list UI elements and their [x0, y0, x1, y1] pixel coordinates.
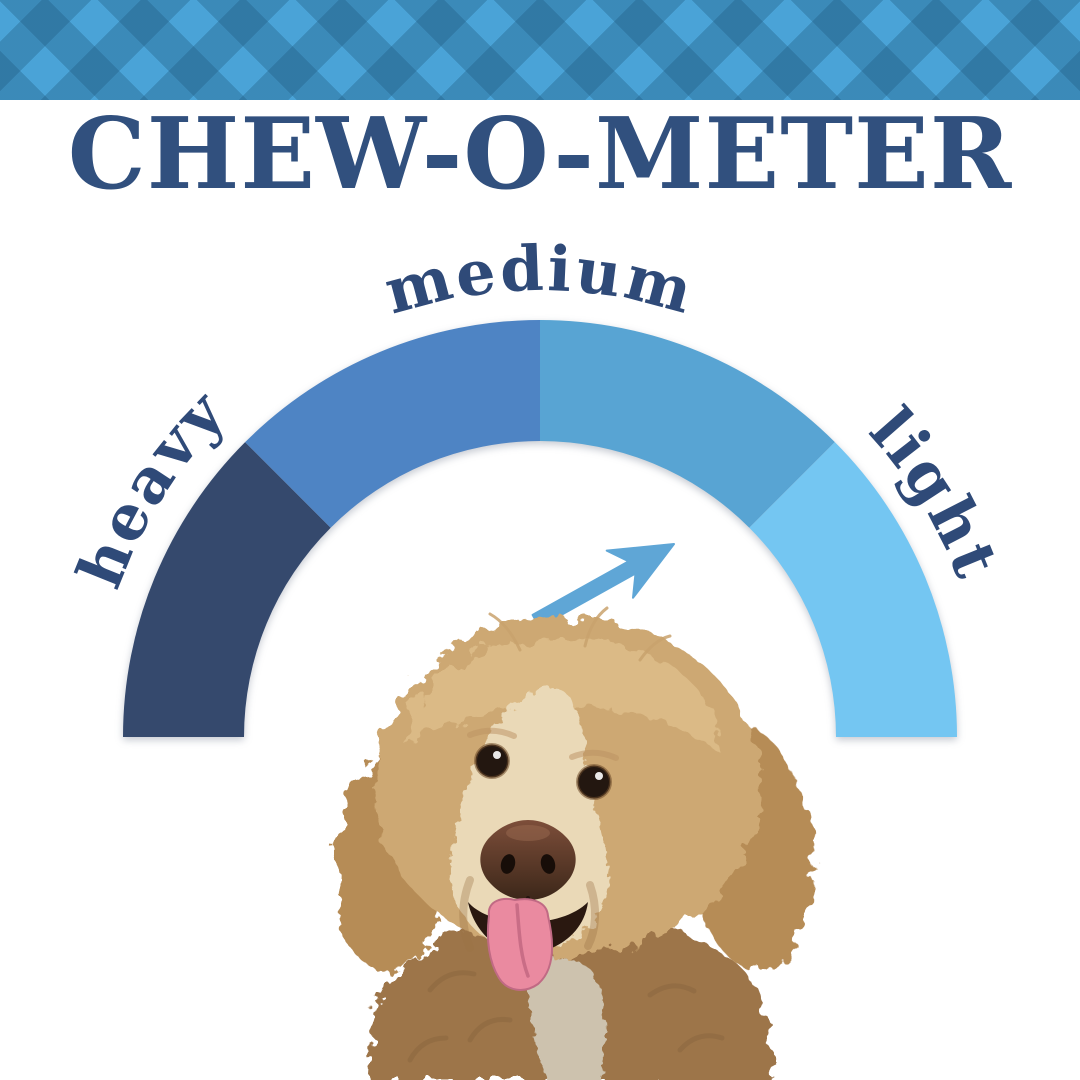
dog-chest-patch: [527, 958, 606, 1080]
gauge-segments: [123, 320, 957, 737]
dog-head-wisps: [488, 606, 672, 662]
gauge-segment-3: [749, 442, 957, 737]
dog-brows: [467, 727, 619, 761]
dog-tongue: [486, 897, 554, 991]
gauge-segment-1: [245, 320, 540, 528]
gauge-segment-2: [540, 320, 835, 528]
dog-body-fur-texture: [407, 970, 725, 1063]
page-title: CHEW-O-METER: [67, 96, 1013, 212]
gauge-needle-arrow: [531, 543, 675, 629]
plaid-banner: [0, 0, 1080, 100]
dog-eyes: [474, 743, 612, 800]
dog-nose: [480, 820, 576, 914]
gauge-segment-0: [123, 442, 331, 737]
dog-muzzle-shading: [459, 876, 600, 952]
